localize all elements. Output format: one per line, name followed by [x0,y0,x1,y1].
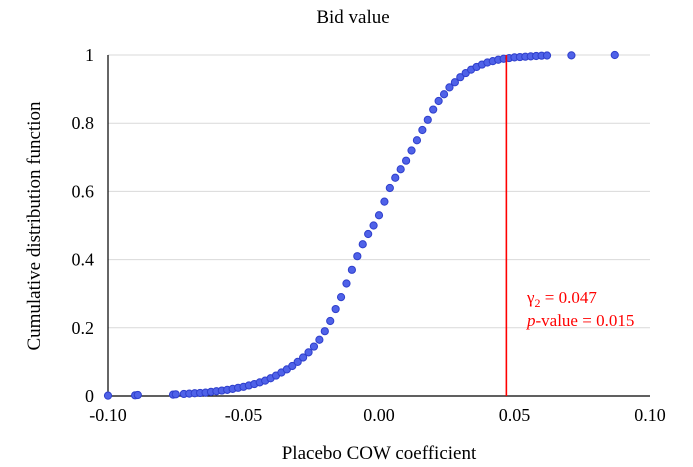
data-point [542,51,552,60]
data-point [133,390,142,400]
data-point [358,240,367,249]
data-point [304,348,313,357]
data-point [309,342,319,351]
y-tick-label: 0.2 [72,318,95,338]
chart-title: Bid value [316,7,389,28]
data-point [299,353,308,362]
data-point [288,361,297,371]
data-point [369,221,378,230]
data-point [380,197,389,206]
y-tick-label: 0 [85,386,94,406]
data-point [418,125,427,135]
data-point [385,183,394,193]
data-point [396,165,405,174]
data-point [331,304,340,314]
x-axis-label: Placebo COW coefficient [282,443,477,464]
x-tick-label: -0.05 [225,405,263,425]
data-point [353,252,362,261]
data-point [445,83,454,92]
data-point [456,73,465,82]
data-point [439,90,449,99]
gridlines [108,54,650,329]
data-point [610,50,619,60]
data-point [567,51,576,60]
gamma-subscript: 2 [535,296,541,310]
y-tick-label: 0.8 [72,113,95,133]
data-points [103,50,619,400]
x-tick-label: 0.05 [499,405,531,425]
data-point [407,146,416,155]
data-point [434,96,443,106]
data-point [320,327,329,336]
data-point [171,390,180,399]
data-point [315,335,324,344]
gamma-value: = 0.047 [541,288,598,307]
x-tick-label: 0.00 [363,405,395,425]
data-point [364,229,373,239]
gamma-annotation: γ2 = 0.047 [526,288,597,310]
gamma-symbol: γ [526,288,535,307]
p-symbol: p [526,311,536,330]
x-tick-label: -0.10 [89,405,127,425]
data-point [336,293,346,302]
data-point [103,391,113,400]
data-point [429,105,438,114]
annotation: γ2 = 0.047 p-value = 0.015 [526,288,634,330]
data-point [342,279,351,288]
data-point [326,316,335,326]
data-point [402,156,411,165]
y-axis-label: Cumulative distribution function [24,101,45,351]
y-tick-label: 0.6 [72,181,95,201]
data-point [391,173,400,182]
data-point [293,357,302,366]
data-point [450,78,459,87]
data-point [412,136,422,145]
pvalue-annotation: p-value = 0.015 [526,311,634,330]
y-tick-label: 0.4 [72,250,95,270]
data-point [374,211,384,220]
data-point [423,115,432,124]
x-tick-label: 0.10 [634,405,666,425]
data-point [347,265,356,274]
y-tick-label: 1 [85,45,94,65]
pvalue-text: -value = 0.015 [536,311,635,330]
